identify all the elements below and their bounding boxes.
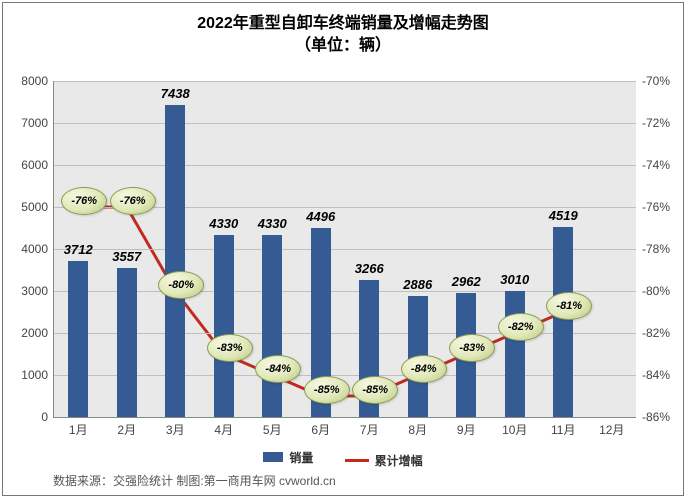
source-text: 数据来源：交强险统计 制图:第一商用车网 cvworld.cn [53,472,336,489]
title-line2: （单位：辆） [295,37,391,54]
y1-tick: 6000 [21,158,54,172]
bar [553,227,573,417]
bar-value: 3266 [339,261,399,276]
x-tick: 1月 [54,417,102,438]
y2-tick: -78% [636,242,670,256]
legend: 销量 累计增幅 [3,449,683,470]
y1-tick: 1000 [21,368,54,382]
x-tick: 12月 [588,417,636,438]
y1-tick: 3000 [21,284,54,298]
bar-value: 3557 [97,249,157,264]
line-swatch [345,459,369,462]
x-tick: 6月 [297,417,345,438]
x-tick: 10月 [491,417,539,438]
x-tick: 2月 [103,417,151,438]
y2-tick: -76% [636,200,670,214]
line-label: -83% [207,334,253,362]
y2-tick: -70% [636,74,670,88]
y1-tick: 8000 [21,74,54,88]
bar [262,235,282,417]
y2-tick: -72% [636,116,670,130]
y1-tick: 0 [41,410,54,424]
line-label: -76% [61,187,107,215]
bar [505,291,525,417]
legend-bar: 销量 [263,449,313,466]
y1-tick: 2000 [21,326,54,340]
bar-value: 3010 [485,272,545,287]
y1-tick: 7000 [21,116,54,130]
y2-tick: -80% [636,284,670,298]
x-tick: 4月 [200,417,248,438]
x-tick: 7月 [345,417,393,438]
line-label: -76% [110,187,156,215]
legend-line: 累计增幅 [345,452,423,469]
y2-tick: -74% [636,158,670,172]
x-tick: 11月 [539,417,587,438]
line-label: -82% [498,313,544,341]
plot-area: 010002000300040005000600070008000-70%-72… [53,81,636,418]
line-label: -83% [449,334,495,362]
y2-tick: -86% [636,410,670,424]
bar-value: 4519 [533,208,593,223]
line-label: -84% [255,355,301,383]
line-label: -80% [158,271,204,299]
y2-tick: -82% [636,326,670,340]
line-label: -85% [304,376,350,404]
bar [117,268,137,417]
bar-value: 7438 [145,86,205,101]
y1-tick: 5000 [21,200,54,214]
bar-value: 4496 [291,209,351,224]
x-tick: 9月 [442,417,490,438]
y2-tick: -84% [636,368,670,382]
chart-title: 2022年重型自卸车终端销量及增幅走势图 （单位：辆） [3,3,683,58]
bar [68,261,88,417]
x-tick: 3月 [151,417,199,438]
bar [214,235,234,417]
bar-swatch [263,452,283,462]
title-line1: 2022年重型自卸车终端销量及增幅走势图 [197,15,489,32]
bar [165,105,185,417]
line-label: -85% [352,376,398,404]
x-tick: 5月 [248,417,296,438]
x-tick: 8月 [394,417,442,438]
line-label: -84% [401,355,447,383]
line-label: -81% [546,292,592,320]
